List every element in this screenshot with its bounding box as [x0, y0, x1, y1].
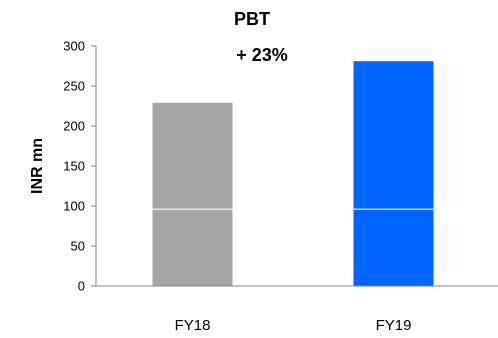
x-tick-label: FY18: [175, 317, 211, 334]
x-tick-label: FY19: [376, 317, 412, 334]
y-axis: 0 50 100 150 200 250 300: [63, 39, 97, 294]
y-tick-label: 300: [63, 39, 85, 54]
growth-annotation: + 23%: [236, 45, 288, 65]
y-tick-label: 0: [78, 279, 85, 294]
y-tick-label: 250: [63, 79, 85, 94]
chart-title: PBT: [234, 9, 270, 29]
y-tick-label: 150: [63, 159, 85, 174]
bar-fy18: [152, 102, 233, 286]
bars: [152, 61, 434, 287]
y-tick-label: 50: [71, 239, 85, 254]
y-tick-label: 100: [63, 199, 85, 214]
y-tick-label: 200: [63, 119, 85, 134]
y-axis-label: INR mn: [29, 138, 46, 194]
bar-fy19: [353, 61, 434, 287]
x-axis: FY18 FY19: [96, 285, 498, 334]
